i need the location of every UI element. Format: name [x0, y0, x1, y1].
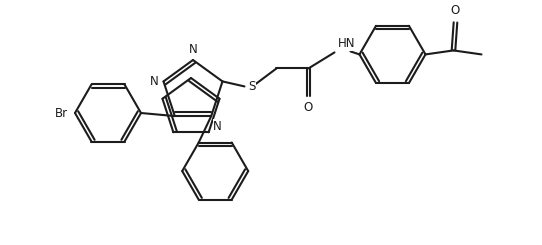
Text: N: N [213, 120, 222, 133]
Text: N: N [189, 43, 197, 56]
Text: HN: HN [338, 37, 355, 50]
Text: Br: Br [55, 107, 68, 120]
Text: O: O [451, 4, 460, 17]
Text: O: O [304, 101, 313, 114]
Text: S: S [248, 80, 256, 93]
Text: N: N [150, 75, 158, 88]
